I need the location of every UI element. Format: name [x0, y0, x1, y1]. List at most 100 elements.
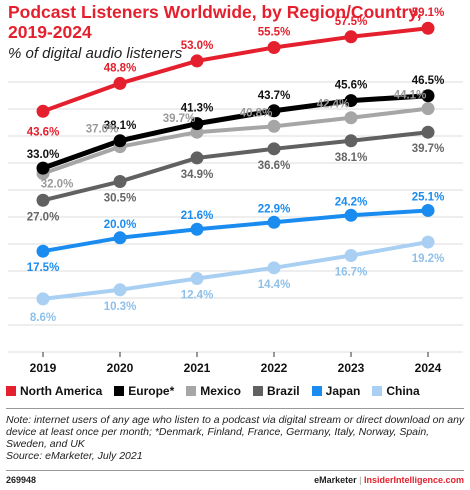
data-label: 44.1%	[394, 90, 427, 102]
chart-id: 269948	[6, 475, 37, 485]
data-label: 57.5%	[335, 16, 368, 28]
data-label: 34.9%	[181, 169, 214, 181]
data-point	[113, 231, 127, 245]
data-point	[113, 76, 127, 90]
data-point	[267, 215, 281, 229]
data-label: 37.0%	[86, 124, 119, 136]
data-point	[267, 142, 281, 156]
data-label: 39.7%	[163, 113, 196, 125]
data-point	[344, 94, 358, 108]
data-point	[267, 261, 281, 275]
x-tick-label: 2021	[184, 361, 211, 375]
data-label: 17.5%	[27, 262, 60, 274]
data-label: 39.7%	[412, 143, 445, 155]
data-point	[190, 117, 204, 131]
data-point	[421, 21, 435, 35]
brand-insider-intelligence: InsiderIntelligence.com	[363, 475, 464, 485]
legend-label: Brazil	[266, 384, 300, 398]
series-line-brazil	[42, 130, 429, 203]
legend-label: Europe*	[128, 384, 175, 398]
legend-swatch	[372, 386, 383, 396]
data-label: 41.3%	[181, 103, 214, 115]
series-line-northamerica	[42, 26, 429, 114]
chart-title: Podcast Listeners Worldwide, by Region/C…	[8, 2, 422, 42]
legend-label: North America	[20, 384, 103, 398]
line-chart: 2019 2020 2021 2022 2023 2024 43.6% 48.8% 53.0% 5…	[8, 7, 463, 375]
data-point	[267, 41, 281, 55]
series-line-europe	[42, 93, 429, 171]
series-line-china	[42, 240, 429, 301]
chart-subtitle: % of digital audio listeners	[8, 45, 183, 62]
data-point	[190, 222, 204, 236]
legend-swatch	[311, 386, 322, 396]
data-label: 14.4%	[258, 279, 291, 291]
data-point	[190, 54, 204, 68]
data-label: 38.1%	[104, 120, 137, 132]
data-label: 21.6%	[181, 210, 214, 222]
legend-swatch	[252, 386, 263, 396]
data-label: 46.5%	[412, 75, 445, 87]
data-label: 22.9%	[258, 203, 291, 215]
data-point	[421, 102, 435, 116]
data-label: 43.6%	[27, 126, 60, 138]
data-label: 36.6%	[258, 160, 291, 172]
source-text: Source: eMarketer, July 2021	[6, 450, 143, 462]
series-line-mexico	[42, 106, 429, 176]
footer-brand: eMarketer | InsiderIntelligence.com	[314, 475, 464, 485]
series-line-japan	[42, 208, 429, 254]
data-label: 48.8%	[104, 62, 137, 74]
data-label: 24.2%	[335, 196, 368, 208]
footer-divider	[6, 470, 464, 471]
data-label: 59.1%	[412, 7, 445, 19]
data-point	[421, 203, 435, 217]
data-point	[36, 104, 50, 118]
data-point	[36, 161, 50, 175]
legend-label: Japan	[325, 384, 361, 398]
data-point	[113, 283, 127, 297]
legend-item: Japan	[311, 384, 361, 398]
data-label: 27.0%	[27, 211, 60, 223]
data-label: 42.4%	[317, 99, 350, 111]
data-label: 45.6%	[335, 80, 368, 92]
data-label: 16.7%	[335, 266, 368, 278]
chart-legend: North America Europe* Mexico Brazil Japan Chi…	[6, 384, 420, 398]
brand-emarketer: eMarketer	[314, 475, 357, 485]
data-point	[421, 125, 435, 139]
brand-separator: |	[359, 475, 362, 485]
data-label: 53.0%	[181, 40, 214, 52]
data-point	[267, 104, 281, 118]
data-label: 43.7%	[258, 90, 291, 102]
data-point	[36, 292, 50, 306]
data-point	[344, 30, 358, 44]
data-label: 40.8%	[240, 107, 273, 119]
legend-item: Brazil	[252, 384, 300, 398]
legend-label: China	[386, 384, 420, 398]
data-point	[344, 208, 358, 222]
data-label: 8.6%	[30, 312, 56, 324]
data-label: 32.0%	[41, 178, 74, 190]
data-point	[267, 119, 281, 133]
legend-item: North America	[6, 384, 102, 398]
data-label: 20.0%	[104, 219, 137, 231]
data-point	[190, 272, 204, 286]
legend-item: China	[372, 384, 420, 398]
data-point	[113, 175, 127, 189]
data-point	[36, 193, 50, 207]
x-tick-label: 2023	[338, 361, 365, 375]
x-tick-label: 2022	[261, 361, 288, 375]
legend-swatch	[186, 386, 197, 396]
data-point	[344, 134, 358, 148]
divider	[6, 408, 464, 409]
data-label: 38.1%	[335, 152, 368, 164]
data-point	[190, 151, 204, 165]
legend-swatch	[114, 386, 125, 396]
legend-item: Mexico	[186, 384, 241, 398]
data-point	[344, 111, 358, 125]
data-point	[113, 134, 127, 148]
x-tick-label: 2019	[30, 361, 57, 375]
note-text: Note: internet users of any age who list…	[6, 414, 465, 450]
data-point	[344, 248, 358, 262]
data-label: 12.4%	[181, 290, 214, 302]
data-point	[421, 235, 435, 249]
x-tick-label: 2024	[415, 361, 442, 375]
